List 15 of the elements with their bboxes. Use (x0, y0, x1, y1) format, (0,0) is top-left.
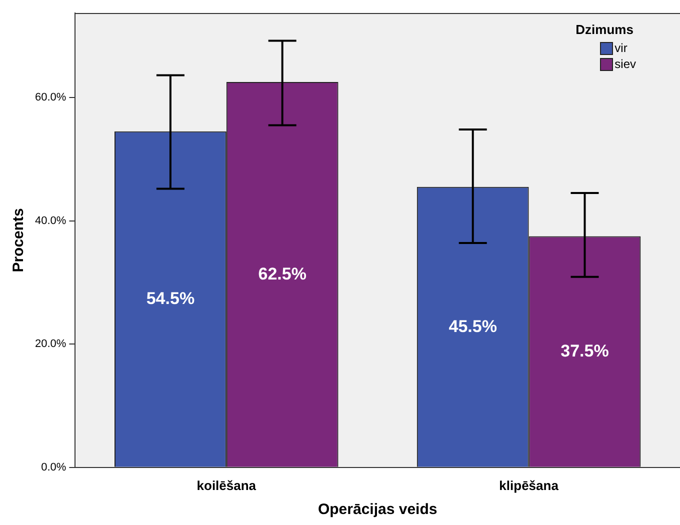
x-tick-label: klipēšana (499, 478, 560, 493)
x-axis-title: Operācijas veids (318, 501, 438, 518)
y-tick-label: 0.0% (41, 461, 66, 474)
legend-label: siev (614, 57, 636, 71)
y-tick-label: 40.0% (34, 214, 66, 227)
y-tick-label: 20.0% (34, 338, 66, 350)
legend-label: vir (614, 41, 628, 55)
y-axis-title: Procents (10, 208, 28, 272)
y-tick-label: 60.0% (34, 92, 66, 104)
legend-title: Dzimums (576, 22, 634, 37)
data-label: 37.5% (560, 341, 609, 360)
data-label: 54.5% (146, 289, 195, 308)
data-label: 45.5% (448, 316, 497, 336)
x-tick-label: koilēšana (196, 478, 257, 493)
data-label: 62.5% (258, 264, 306, 284)
